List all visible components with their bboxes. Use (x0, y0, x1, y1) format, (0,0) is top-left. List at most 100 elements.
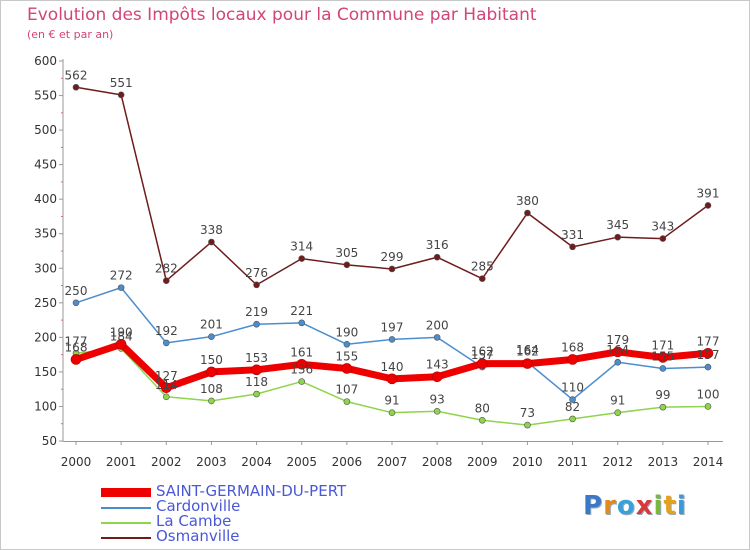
axes: 50 100 150 200 250 300 350 400 450 500 550 600 2000 2… (34, 54, 723, 469)
data-label: 162 (516, 345, 539, 359)
data-point (614, 358, 622, 366)
data-point (659, 365, 667, 372)
data-label: 82 (565, 400, 580, 414)
data-label: 338 (200, 223, 223, 237)
data-label: 316 (426, 238, 449, 252)
data-label: 155 (651, 349, 674, 363)
data-label: 118 (245, 375, 268, 389)
data-label: 285 (471, 260, 494, 274)
data-label: 168 (561, 340, 584, 354)
data-label: 143 (426, 358, 449, 372)
proxiti-logo: Proxiti (583, 491, 687, 521)
data-point (476, 358, 488, 369)
data-point (208, 397, 215, 405)
x-tick-label: 2003 (196, 455, 227, 469)
data-label: 114 (155, 378, 178, 392)
data-point (253, 320, 260, 328)
data-label: 551 (110, 76, 133, 90)
data-point (657, 352, 669, 363)
data-point (386, 373, 398, 385)
data-label: 177 (65, 334, 88, 348)
data-point (206, 366, 217, 378)
y-tick-label: 150 (34, 365, 57, 379)
data-point (208, 238, 215, 246)
data-point (433, 253, 441, 261)
data-point (567, 354, 578, 365)
data-label: 192 (155, 324, 178, 338)
data-label: 276 (245, 266, 268, 280)
data-label: 171 (651, 338, 674, 352)
y-tick-label: 500 (34, 123, 57, 137)
data-point (70, 354, 82, 365)
x-tick-label: 2007 (377, 455, 408, 469)
data-label: 343 (651, 220, 674, 234)
data-label: 162 (471, 345, 494, 359)
logo-letter: i (653, 491, 664, 521)
data-point (478, 275, 486, 282)
data-label: 184 (110, 329, 133, 343)
data-point (614, 233, 622, 241)
data-point (704, 403, 712, 410)
data-point (253, 281, 260, 289)
logo-letter: t (663, 491, 677, 521)
data-label: 197 (381, 320, 404, 334)
x-tick-label: 2001 (106, 455, 137, 469)
legend-swatch (101, 536, 151, 539)
data-label: 150 (200, 353, 223, 367)
data-label: 179 (606, 333, 629, 347)
y-tick-label: 600 (34, 54, 57, 68)
data-point (115, 338, 127, 350)
data-point (612, 346, 624, 358)
data-point (341, 363, 353, 374)
legend-label: SAINT-GERMAIN-DU-PERT (156, 482, 347, 500)
data-label: 331 (561, 228, 584, 242)
data-label: 136 (290, 363, 313, 377)
data-point (208, 333, 215, 340)
data-label: 168 (65, 340, 88, 354)
data-label: 110 (561, 381, 584, 395)
data-point (569, 243, 576, 251)
data-label: 314 (290, 240, 313, 254)
x-tick-label: 2012 (602, 455, 633, 469)
data-point (659, 403, 667, 411)
data-point (298, 378, 306, 385)
data-label: 107 (335, 383, 358, 397)
data-label: 219 (245, 305, 268, 319)
data-point (522, 358, 533, 369)
logo-letter: i (676, 491, 687, 521)
data-point (524, 209, 531, 217)
data-label: 91 (384, 394, 399, 408)
data-point (251, 364, 262, 376)
x-tick-label: 2011 (557, 455, 588, 469)
y-tick-label: 250 (34, 296, 57, 310)
x-tick-label: 2006 (332, 455, 363, 469)
data-label: 177 (697, 334, 720, 348)
data-point (343, 261, 351, 269)
data-point (478, 416, 486, 424)
data-label: 127 (155, 369, 178, 383)
data-point (388, 265, 396, 273)
data-point (162, 277, 170, 285)
legend-label: La Cambe (156, 512, 232, 530)
data-point (569, 396, 576, 403)
data-label: 140 (381, 360, 404, 374)
x-tick-label: 2013 (648, 455, 679, 469)
y-tick-label: 550 (34, 89, 57, 103)
data-point (343, 340, 351, 348)
data-point (388, 409, 396, 416)
data-point (296, 359, 308, 370)
data-label: 99 (655, 388, 670, 402)
data-point (343, 398, 351, 405)
y-tick-label: 50 (42, 434, 57, 448)
data-point (117, 284, 125, 291)
data-point (162, 339, 170, 347)
data-label: 73 (520, 406, 535, 420)
x-tick-label: 2002 (151, 455, 182, 469)
data-label: 380 (516, 194, 539, 208)
data-label: 108 (200, 382, 223, 396)
data-point (433, 334, 441, 341)
data-point (298, 319, 306, 327)
data-label: 282 (155, 262, 178, 276)
y-tick-label: 300 (34, 261, 57, 275)
